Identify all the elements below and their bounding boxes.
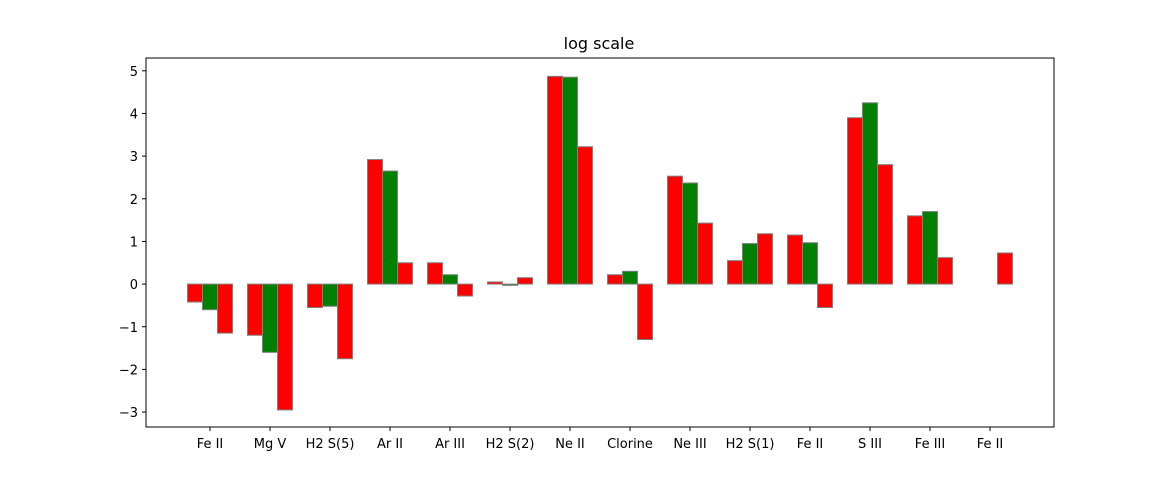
bar-s3-h2-s-1- [757,233,773,285]
bar-s1-ne-iii [667,175,683,285]
bar-s3-h2-s-5- [337,283,353,360]
bar-s3-ne-iii [697,222,713,285]
y-tick-label: 1 [130,235,138,250]
x-tick-label: Mg V [254,437,287,452]
bar-s3-ar-ii [397,262,413,285]
bar-s2-fe-iii [922,211,938,285]
bar-s2-ar-iii [442,274,458,285]
bar-s2-mg-v [262,283,278,353]
x-tick-label: H2 S(2) [486,437,535,452]
bar-s1-fe-ii [187,283,203,303]
bar-s1-fe-iii [907,215,923,285]
bar-s2-fe-ii [202,283,218,311]
x-tick-label: Ne II [555,437,585,452]
x-tick-label: Clorine [607,437,653,452]
y-tick-label: −1 [119,321,138,336]
x-tick-label: Fe II [797,437,824,452]
bar-s1-mg-v [247,283,263,336]
bar-s1-h2-s-2- [487,281,503,285]
bar-s2-h2-s-1- [742,243,758,285]
x-tick-label: Ar II [377,437,403,452]
x-tick-label: Fe II [977,437,1004,452]
bar-s3-fe-iii [937,257,953,285]
x-tick-label: H2 S(5) [306,437,355,452]
bar-s3-fe-ii [217,283,233,334]
x-tick-label: Ar III [435,437,465,452]
x-axis-ticks: Fe II Mg V H2 S(5) Ar II Ar III H2 S(2) Ne II C… [197,427,1004,452]
x-tick-label: Fe II [197,437,224,452]
bar-s2-fe-ii [802,242,818,285]
bar-s1-ar-ii [367,159,383,285]
bar-s1-h2-s-1- [727,260,743,285]
y-tick-label: 3 [130,150,138,165]
chart-title: log scale [564,34,635,53]
bar-s3-ar-iii [457,283,473,297]
bar-s1-h2-s-5- [307,283,323,309]
bar-s1-s-iii [847,117,863,285]
bar-s3-s-iii [877,164,893,285]
bar-s3-fe-ii [817,283,833,309]
x-tick-label: Ne III [673,437,706,452]
x-tick-label: S III [858,437,882,452]
y-tick-label: 0 [130,278,138,293]
bar-s1-ne-ii [547,75,563,285]
y-tick-label: 4 [130,107,138,122]
bar-s1-fe-ii [787,234,803,285]
x-tick-label: H2 S(1) [726,437,775,452]
y-tick-label: −3 [119,406,138,421]
bar-s2-h2-s-5- [322,283,338,307]
y-axis-ticks: −3 −2 −1 0 1 2 3 4 5 [119,65,146,421]
bar-s1-ar-iii [427,262,443,285]
x-tick-label: Fe III [915,437,945,452]
bar-s3-mg-v [277,283,293,411]
bar-s3-h2-s-2- [517,277,533,285]
bar-s2-h2-s-2- [502,283,518,286]
bar-s3-fe-ii [997,252,1013,285]
bar-s2-s-iii [862,102,878,285]
bar-s2-ne-iii [682,182,698,285]
bar-s1-clorine [607,274,623,285]
bars-layer [187,75,1013,411]
bar-s3-ne-ii [577,146,593,285]
bar-s2-ne-ii [562,76,578,285]
y-tick-label: 2 [130,193,138,208]
plot-area-frame [145,57,1055,428]
y-tick-label: 5 [130,65,138,80]
bar-s2-ar-ii [382,170,398,285]
bar-s3-clorine [637,283,653,341]
bar-s2-clorine [622,270,638,285]
y-tick-label: −2 [119,363,138,378]
